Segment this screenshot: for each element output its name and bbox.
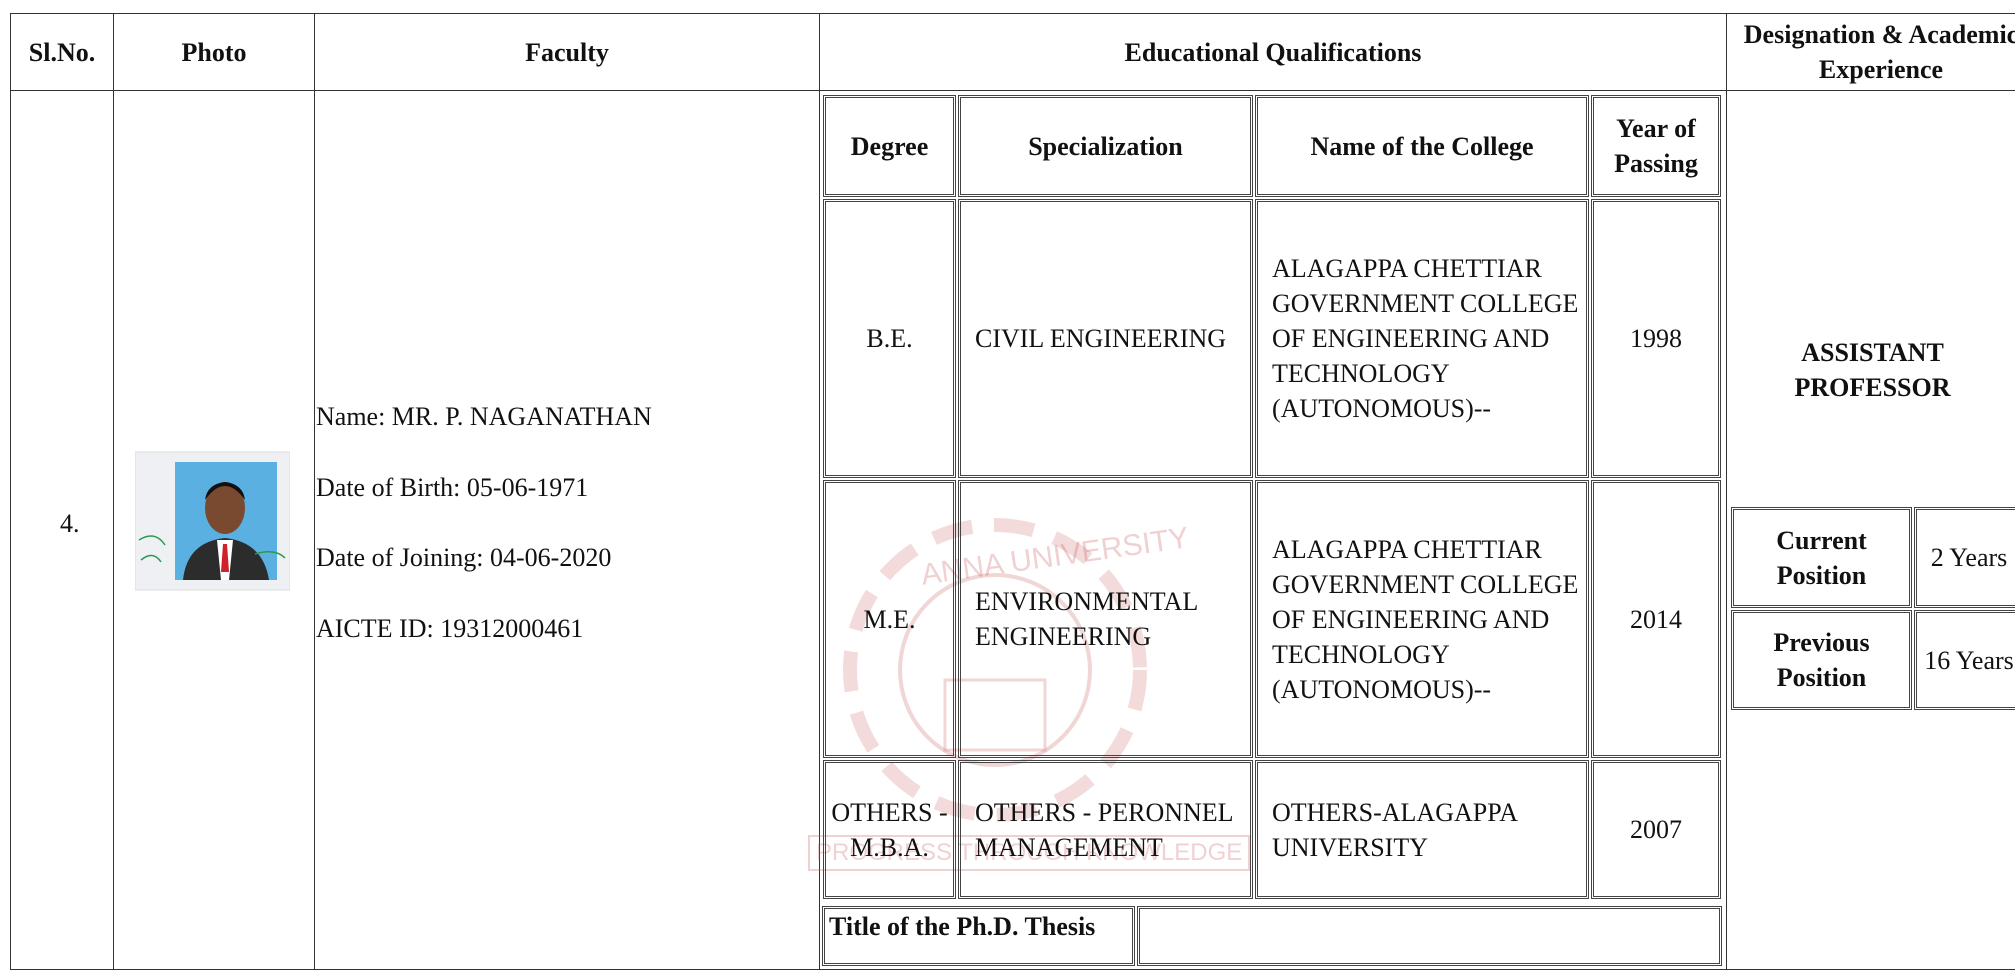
experience-value-cell: 2 Years <box>1914 507 2015 608</box>
faculty-doj: Date of Joining: 04-06-2020 <box>316 543 612 572</box>
header-cell: Educational Qualifications <box>819 13 1727 91</box>
edu-value-cell: ALAGAPPA CHETTIAR GOVERNMENT COLLEGE OF … <box>1255 199 1589 478</box>
experience-label: Current Position <box>1776 525 1867 590</box>
edu-value-cell: 2014 <box>1591 480 1721 758</box>
header-text: Sl.No. <box>28 37 96 67</box>
edu-value-cell: 1998 <box>1591 199 1721 478</box>
edu-header-cell: Degree <box>823 95 956 197</box>
edu-header: Name of the College <box>1310 131 1534 161</box>
edu-value: B.E. <box>866 324 913 353</box>
header-text: Designation & Academic Experience <box>1743 20 2015 84</box>
watermark-book <box>943 678 1047 752</box>
header-cell: Faculty <box>314 13 820 91</box>
faculty-dob: Date of Birth: 05-06-1971 <box>316 473 589 502</box>
edu-header-cell: Name of the College <box>1255 95 1589 197</box>
edu-value-cell: OTHERS - M.B.A. <box>823 760 956 899</box>
edu-value: 1998 <box>1630 324 1682 353</box>
watermark-gear <box>843 518 1147 822</box>
thesis-label-cell: Title of the Ph.D. Thesis <box>822 906 1135 966</box>
photo <box>135 451 290 591</box>
faculty-cell <box>314 90 820 970</box>
edu-value: OTHERS - PERONNEL MANAGEMENT <box>975 797 1233 862</box>
header-cell: Sl.No. <box>10 13 114 91</box>
edu-value: ENVIRONMENTAL ENGINEERING <box>975 587 1198 651</box>
photo-tie <box>221 544 229 572</box>
edu-value: ALAGAPPA CHETTIAR GOVERNMENT COLLEGE OF … <box>1272 254 1579 423</box>
edu-header: Year of Passing <box>1614 114 1698 178</box>
edu-value: 2014 <box>1630 604 1682 634</box>
experience-label-cell: Previous Position <box>1731 610 1912 710</box>
edu-value-cell: CIVIL ENGINEERING <box>958 199 1253 478</box>
edu-value-cell: M.E. <box>823 480 956 758</box>
header-text: Educational Qualifications <box>1124 37 1422 67</box>
edu-value-cell: B.E. <box>823 199 956 478</box>
edu-header-cell: Year of Passing <box>1591 95 1721 197</box>
edu-value: 2007 <box>1630 815 1682 844</box>
header-cell: Designation & Academic Experience <box>1726 13 2015 91</box>
faculty-name: Name: MR. P. NAGANATHAN <box>316 402 652 431</box>
edu-value-cell: OTHERS - PERONNEL MANAGEMENT <box>958 760 1253 899</box>
edu-value-cell: ALAGAPPA CHETTIAR GOVERNMENT COLLEGE OF … <box>1255 480 1589 758</box>
designation: ASSISTANT PROFESSOR <box>1730 320 2015 420</box>
header-text: Photo <box>181 37 247 67</box>
edu-value: M.E. <box>863 604 916 634</box>
edu-value: CIVIL ENGINEERING <box>975 324 1227 353</box>
edu-value-cell: 2007 <box>1591 760 1721 899</box>
edu-header: Degree <box>850 131 929 161</box>
thesis-value-cell <box>1137 906 1722 966</box>
edu-value: OTHERS-ALAGAPPA UNIVERSITY <box>1272 797 1517 862</box>
watermark-logo <box>843 518 1147 822</box>
faculty-aicte: AICTE ID: 19312000461 <box>316 614 584 643</box>
designation-text: ASSISTANT PROFESSOR <box>1794 338 1951 402</box>
header-text: Faculty <box>525 37 609 67</box>
experience-label: Previous Position <box>1773 628 1870 692</box>
edu-value-cell: OTHERS-ALAGAPPA UNIVERSITY <box>1255 760 1589 899</box>
experience-label-cell: Current Position <box>1731 507 1912 608</box>
edu-header-cell: Specialization <box>958 95 1253 197</box>
edu-value: OTHERS - M.B.A. <box>831 797 948 862</box>
experience-value-cell: 16 Years <box>1914 610 2015 710</box>
photo-face <box>205 482 245 534</box>
experience-value: 2 Years <box>1930 543 2008 572</box>
page: Sl.No. Photo Faculty Educational Qualifi… <box>10 13 2015 970</box>
photo-signature <box>138 535 286 563</box>
sl-no: 4. <box>60 509 80 538</box>
edu-value: ALAGAPPA CHETTIAR GOVERNMENT COLLEGE OF … <box>1272 534 1579 704</box>
header-cell: Photo <box>113 13 315 91</box>
edu-header: Specialization <box>1028 131 1183 161</box>
photo-hair <box>205 482 245 500</box>
watermark-motto: PROGRESS THROUGH KNOWLEDGE <box>808 835 1251 871</box>
edu-value-cell: ENVIRONMENTAL ENGINEERING <box>958 480 1253 758</box>
experience-value: 16 Years <box>1924 645 2014 675</box>
watermark-ring <box>898 573 1092 767</box>
thesis-label: Title of the Ph.D. Thesis <box>829 912 1096 941</box>
